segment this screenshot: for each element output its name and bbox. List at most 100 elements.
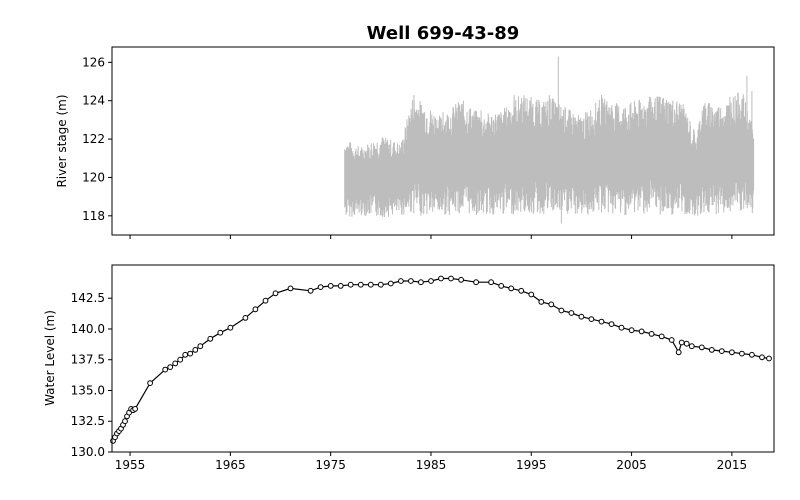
water-level-point [698,344,705,351]
water-level-point [608,321,615,328]
water-level-point [252,306,259,313]
top-x-ticks [129,235,733,239]
water-level-point [367,281,374,288]
water-level-point [718,348,725,355]
bottom-y-tick-label: 140.0 [71,322,105,336]
top-y-tick-label: 124 [82,94,105,108]
water-level-point [122,418,128,425]
water-level-point [638,328,645,335]
bottom-plot-background [112,265,774,452]
water-level-point [729,349,735,356]
water-level-point [347,281,354,288]
water-level-point [207,335,214,342]
water-level-point [708,347,715,353]
water-level-point [498,283,505,289]
water-level-point [167,364,174,371]
water-level-point [217,329,224,336]
water-level-point [227,324,234,331]
water-level-point [588,316,595,323]
water-level-point [683,340,690,347]
water-level-point [678,339,685,346]
water-level-point [548,301,555,308]
water-level-point [327,283,334,289]
water-level-point [408,278,414,284]
water-level-point [766,355,772,362]
bottom-x-tick-label: 2005 [616,458,647,472]
bottom-y-tick-label: 137.5 [71,353,105,367]
top-y-tick-label: 122 [82,132,105,146]
bottom-x-ticks: 1955 1965 1975 1985 1995 2005 2015 [115,452,747,472]
water-level-point [618,324,625,331]
bottom-y-tick-label: 130.0 [71,445,105,459]
chart-title: Well 699-43-89 [367,23,520,44]
bottom-y-ticks: 130.0 132.5 135.0 137.5 140.0 142.5 [71,291,112,459]
water-level-point [675,349,682,356]
bottom-x-tick-label: 2015 [717,458,748,472]
top-plot-frame [111,46,775,236]
bottom-y-axis-label: Water Level (m) [43,310,57,406]
bottom-plot-frame [111,264,775,453]
bottom-y-tick-label: 135.0 [71,383,105,397]
water-level-point [628,327,635,334]
water-level-point [418,279,424,286]
water-level-point [398,278,404,284]
water-level-point [438,275,444,282]
water-level-point [162,366,169,373]
top-y-ticks: 118 120 122 124 126 [82,55,112,223]
water-level-point [287,285,294,292]
water-level-point [272,290,279,297]
water-level-point [307,287,314,294]
water-level-point [518,287,525,294]
river-stage-panel: 118 120 122 124 126 River stage (m) [55,46,775,239]
river-stage-line [344,56,755,224]
bottom-y-tick-label: 132.5 [71,414,105,428]
water-level-point [528,291,535,298]
water-level-point [648,331,655,337]
top-y-tick-label: 126 [82,55,105,69]
water-level-point [187,350,194,357]
water-level-point [538,299,545,305]
water-level-point [192,347,199,353]
top-y-axis-label: River stage (m) [55,94,69,187]
top-y-tick-label: 120 [82,170,105,184]
water-level-point [182,351,189,358]
water-level-point [739,350,745,357]
water-level-point [488,279,495,286]
bottom-x-tick-label: 1985 [416,458,447,472]
water-level-point [473,279,480,286]
water-level-point [177,356,184,363]
bottom-x-tick-label: 1975 [315,458,346,472]
water-level-point [337,283,344,289]
water-level-point [508,285,515,292]
water-level-point [448,275,454,282]
water-level-point [749,351,755,358]
water-level-point [688,343,695,350]
water-level-point [759,354,765,361]
water-level-point [242,315,249,321]
water-level-point [197,343,204,350]
water-level-point [317,284,324,291]
water-level-point [428,278,434,284]
water-level-point [357,281,364,288]
water-level-point [147,380,154,387]
water-level-point [262,297,269,304]
water-level-point [387,280,394,287]
water-level-point [558,307,565,314]
water-level-point [568,310,575,316]
bottom-y-tick-label: 142.5 [71,291,105,305]
water-level-point [377,281,384,288]
water-level-series [110,275,772,444]
water-level-point [658,333,665,340]
river-stage-series [344,56,755,224]
water-level-point [458,276,465,283]
water-level-point [132,406,139,412]
bottom-x-tick-label: 1995 [516,458,547,472]
water-level-point [578,313,585,320]
water-level-point [668,337,675,343]
water-level-point [172,360,179,367]
bottom-x-tick-label: 1955 [115,458,146,472]
water-level-point [598,318,605,325]
bottom-x-tick-label: 1965 [215,458,246,472]
